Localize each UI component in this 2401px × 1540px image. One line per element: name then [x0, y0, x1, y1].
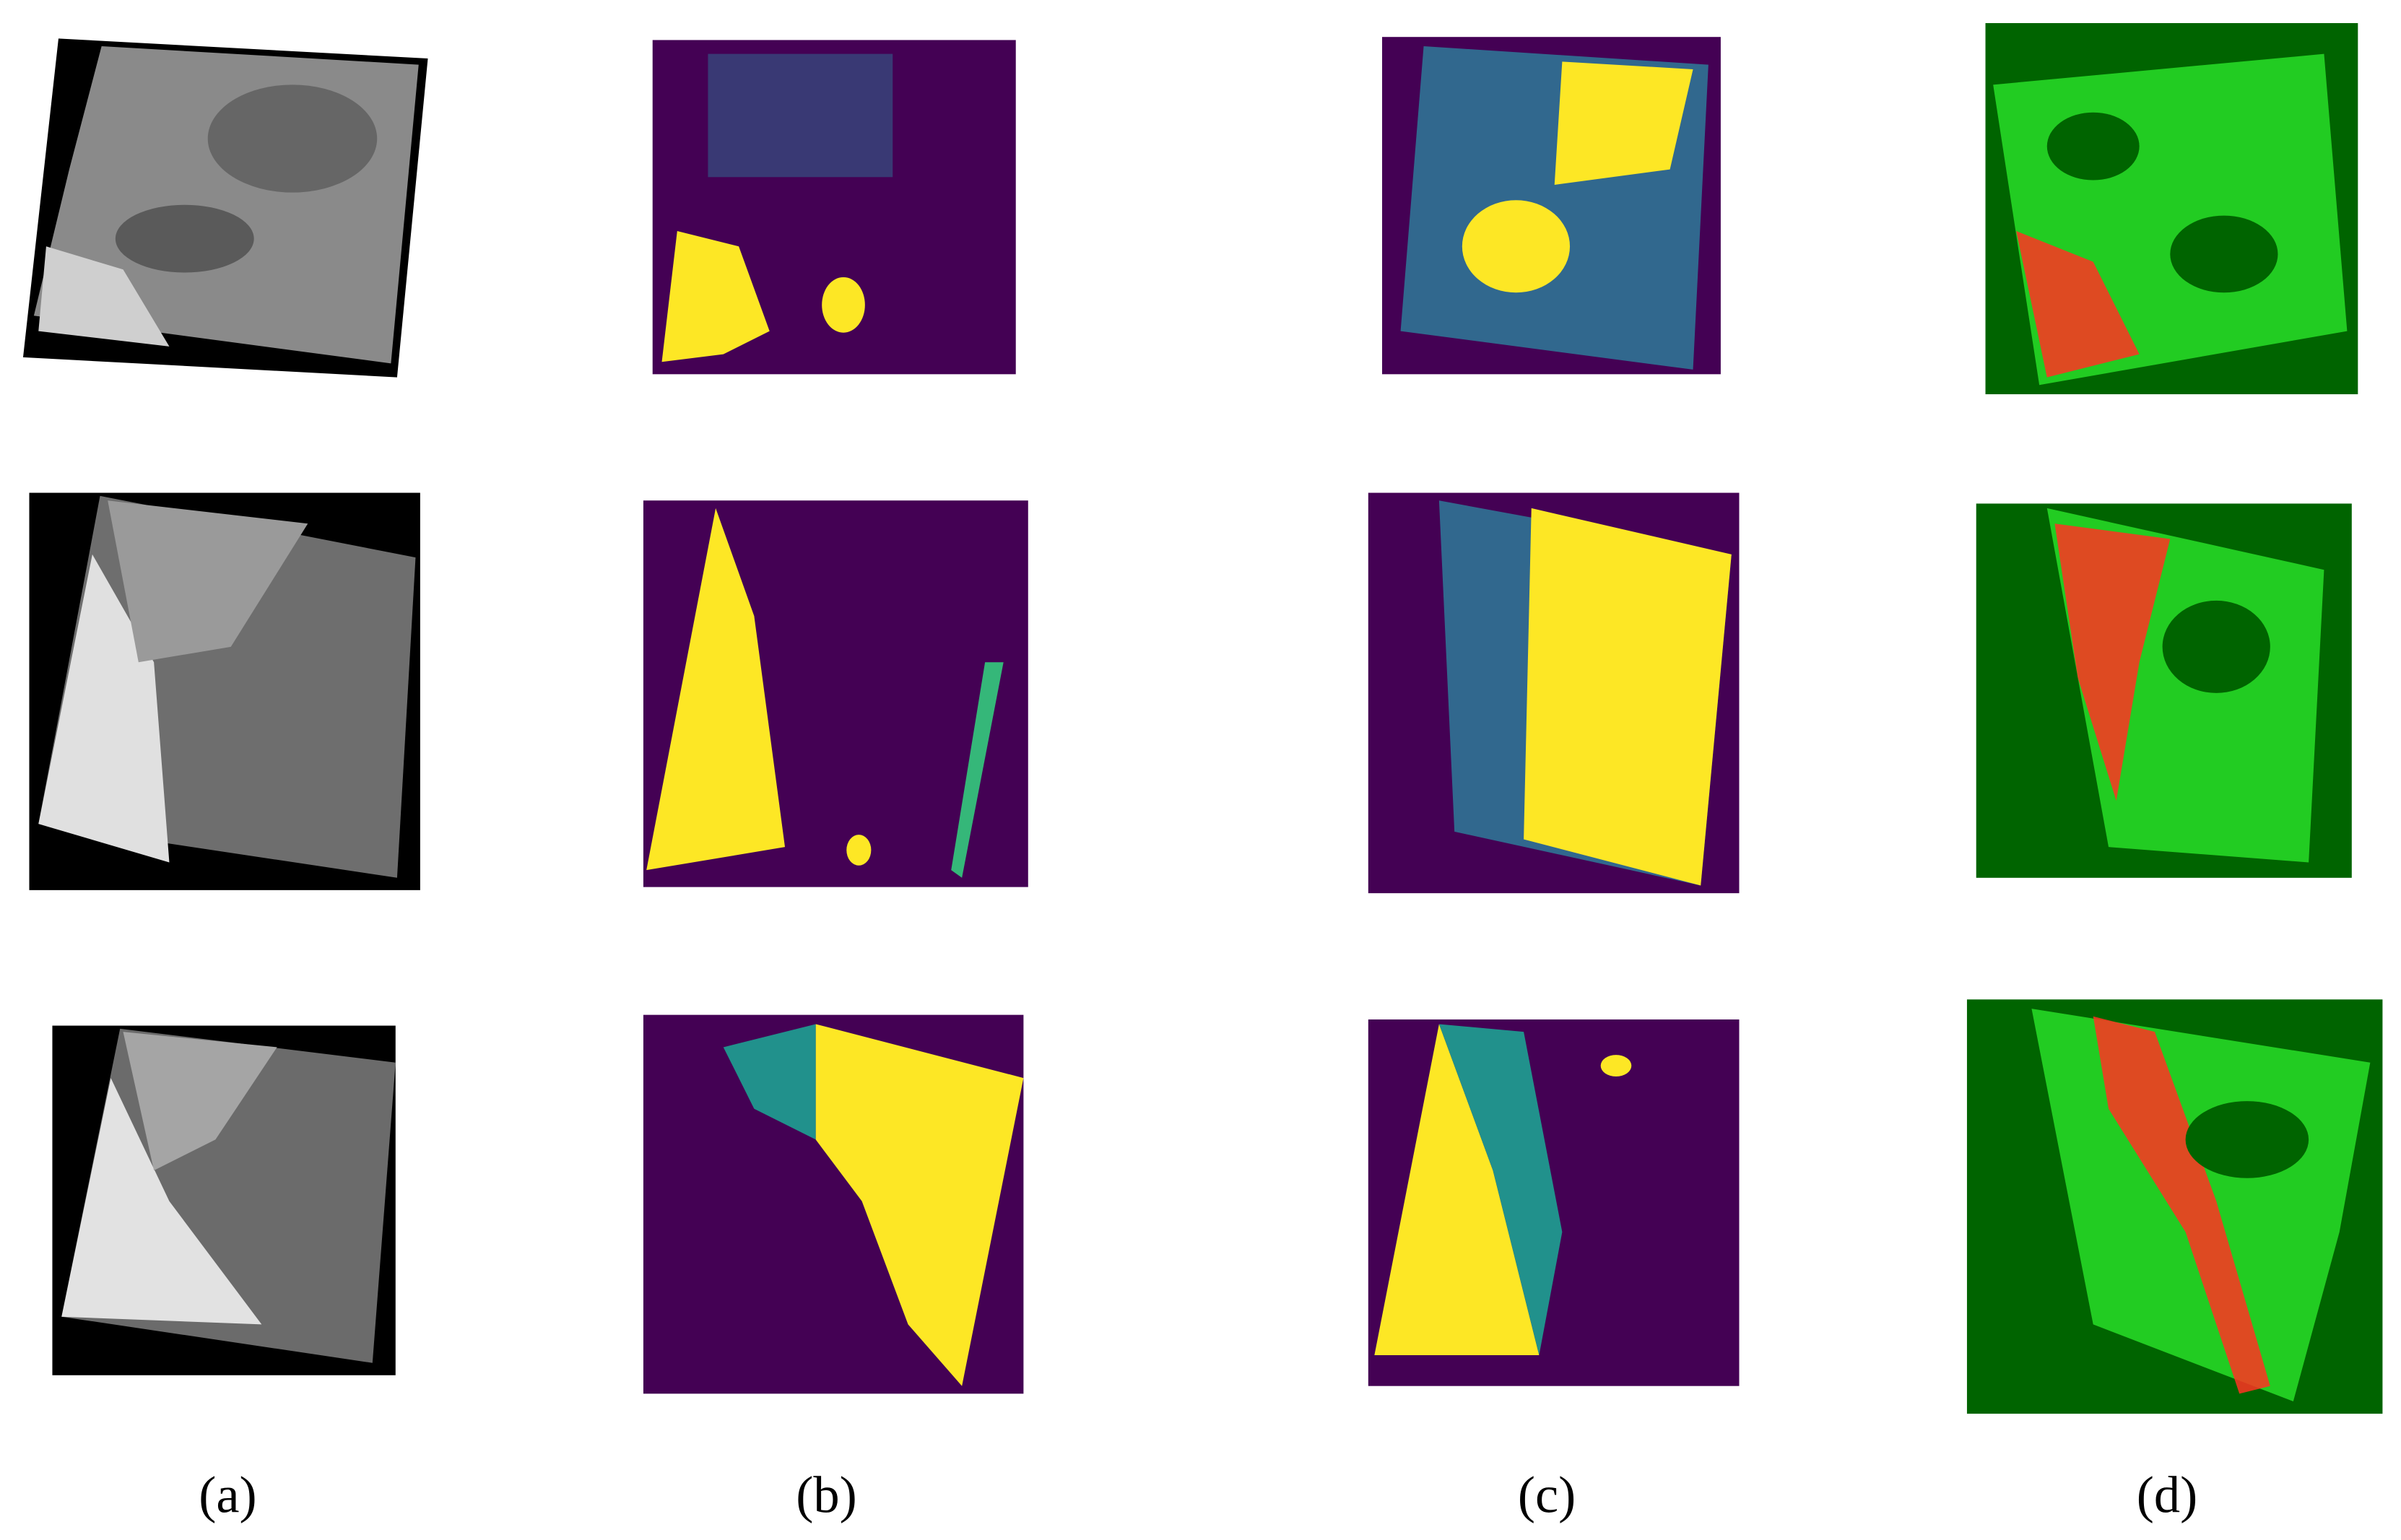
panel-b	[643, 40, 1028, 1394]
map-high	[815, 1024, 1024, 1386]
panel-d	[1966, 22, 2383, 1414]
map-change	[2054, 523, 2171, 801]
map-high	[1554, 61, 1693, 185]
map-dark	[2170, 215, 2278, 293]
map-high	[661, 230, 770, 362]
caption: (d)	[2137, 1466, 2198, 1524]
map-high	[1462, 200, 1571, 293]
map-high	[1374, 1024, 1540, 1356]
map-dark	[2162, 600, 2270, 693]
map-mid	[951, 662, 1004, 878]
map-high	[846, 835, 872, 866]
map-high	[646, 508, 786, 871]
panel-c	[1368, 37, 1740, 1386]
scene-mid	[108, 500, 308, 663]
map-high	[1600, 1055, 1632, 1076]
map-high	[1524, 508, 1732, 886]
map-mid	[1438, 1024, 1563, 1356]
map-dark	[2046, 112, 2140, 180]
map-mid	[708, 53, 893, 178]
scene-bright	[38, 554, 170, 863]
map-change	[2093, 1016, 2270, 1394]
map-mid	[723, 1024, 816, 1140]
panel-a	[22, 38, 428, 1375]
map-dark	[2185, 1101, 2309, 1178]
scene-dark	[115, 204, 254, 273]
scene-bright	[38, 246, 170, 347]
scene-mid	[123, 1032, 277, 1171]
scene-bright	[61, 1078, 262, 1325]
map-high	[822, 277, 865, 333]
map-change	[2016, 230, 2140, 378]
caption: (b)	[796, 1466, 856, 1524]
scene-dark	[207, 84, 378, 193]
caption: (a)	[199, 1466, 256, 1524]
caption: (c)	[1518, 1466, 1576, 1524]
